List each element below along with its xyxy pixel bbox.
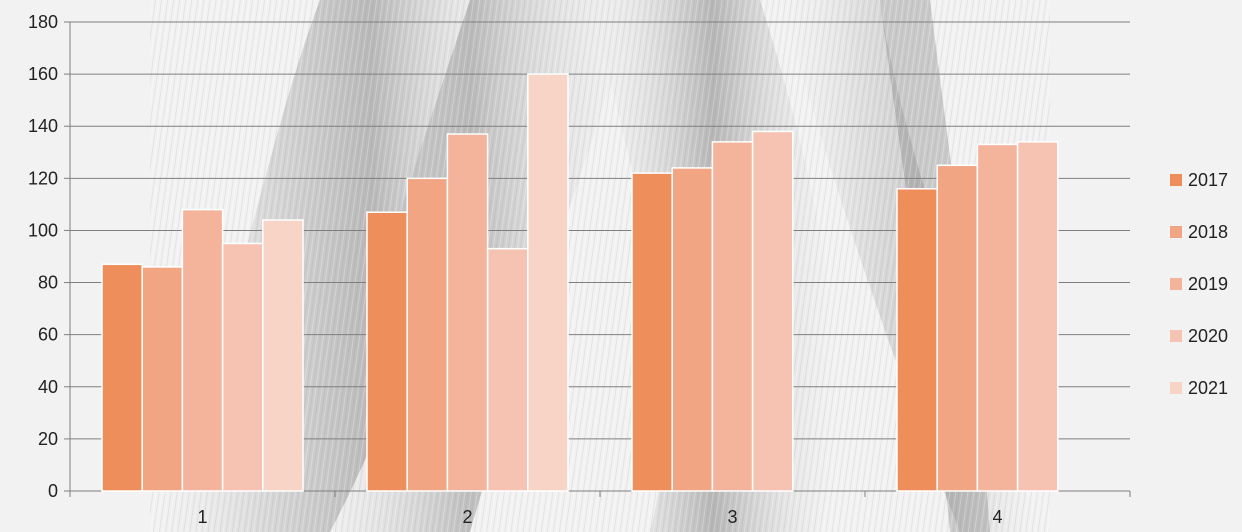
y-tick-label: 120: [28, 168, 58, 188]
bar-2018-4: [936, 164, 979, 492]
bar-2021-2: [527, 73, 569, 492]
legend: 2017 2018 2019 2020 2021: [1170, 170, 1228, 398]
bar-2019-4: [976, 143, 1019, 492]
y-tick-label: 0: [48, 481, 58, 501]
legend-label: 2019: [1188, 274, 1228, 294]
bar-2020-3: [751, 130, 794, 492]
x-tick-label: 3: [727, 507, 737, 527]
legend-label: 2017: [1188, 170, 1228, 190]
legend-swatch-2017: [1170, 174, 1182, 186]
x-tick-label: 4: [992, 507, 1002, 527]
y-tick-label: 180: [28, 12, 58, 32]
legend-swatch-2019: [1170, 278, 1182, 290]
x-tick-label: 1: [197, 507, 207, 527]
bar-2019-3: [711, 141, 754, 492]
bar-2018-1: [141, 266, 184, 492]
y-tick-label: 100: [28, 220, 58, 240]
y-tick-label: 40: [38, 377, 58, 397]
x-tick-labels: 1 2 3 4: [69, 491, 1131, 527]
legend-swatch-2020: [1170, 330, 1182, 342]
y-tick-labels: 0 20 40 60 80 100 120 140 160 180: [28, 12, 70, 501]
bar-2017-2: [366, 211, 408, 492]
bar-2017-1: [101, 263, 143, 492]
bar-2021-1: [262, 219, 304, 492]
y-tick-label: 20: [38, 429, 58, 449]
bar-2018-2: [406, 177, 449, 492]
y-tick-label: 60: [38, 325, 58, 345]
bars: [101, 73, 1059, 492]
legend-label: 2020: [1188, 326, 1228, 346]
bar-2019-2: [446, 133, 489, 492]
bar-2020-2: [486, 247, 529, 492]
x-tick-label: 2: [462, 507, 472, 527]
y-tick-label: 160: [28, 64, 58, 84]
bar-2020-1: [221, 242, 264, 492]
legend-label: 2018: [1188, 222, 1228, 242]
legend-swatch-2021: [1170, 382, 1182, 394]
bar-2020-4: [1016, 141, 1059, 492]
legend-swatch-2018: [1170, 226, 1182, 238]
bar-2017-4: [896, 188, 938, 492]
y-tick-label: 140: [28, 116, 58, 136]
legend-label: 2021: [1188, 378, 1228, 398]
bar-2018-3: [671, 167, 714, 492]
bar-2017-3: [631, 172, 673, 492]
bar-2019-1: [181, 208, 224, 492]
y-tick-label: 80: [38, 273, 58, 293]
